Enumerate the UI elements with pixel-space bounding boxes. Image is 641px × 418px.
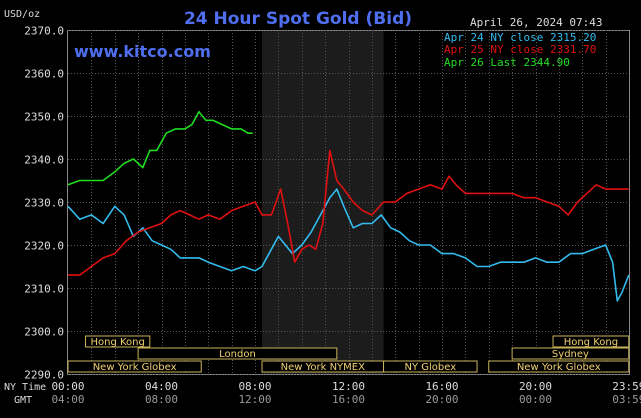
x-tick-ny: 12:00 xyxy=(332,380,365,393)
x-row-label-gmt: GMT xyxy=(14,395,32,406)
y-tick-label: 2340.0 xyxy=(24,154,64,167)
session-label: London xyxy=(219,349,256,360)
x-tick-ny: 16:00 xyxy=(425,380,458,393)
x-tick-gmt: 00:00 xyxy=(519,393,552,406)
x-tick-gmt: 16:00 xyxy=(332,393,365,406)
gridlines xyxy=(68,30,629,375)
session-bar xyxy=(488,360,630,373)
session-label: New York Globex xyxy=(93,362,177,373)
session-label: New York NYMEX xyxy=(281,362,366,373)
session-label: Hong Kong xyxy=(564,337,618,348)
x-tick-gmt: 20:00 xyxy=(425,393,458,406)
x-tick-gmt: 03:59 xyxy=(612,393,641,406)
market-sessions: Hong Kong Hong Kong London Sydney New York G… xyxy=(67,335,630,373)
price-lines xyxy=(67,110,630,302)
session-bar xyxy=(85,335,151,348)
series-line-apr-24 xyxy=(67,188,630,302)
y-tick-label: 2330.0 xyxy=(24,197,64,210)
x-tick-ny: 20:00 xyxy=(519,380,552,393)
legend-apr26: Apr 26 Last 2344.90 xyxy=(444,56,570,69)
session-bar xyxy=(383,360,478,373)
timestamp: April 26, 2024 07:43 xyxy=(470,16,602,29)
legend-apr24: Apr 24 NY close 2315.20 xyxy=(444,31,596,44)
legend-apr25: Apr 25 NY close 2331.70 xyxy=(444,43,596,56)
series-line-apr-25 xyxy=(68,149,629,276)
unit-label: USD/oz xyxy=(4,9,40,20)
x-tick-gmt: 12:00 xyxy=(238,393,271,406)
shaded-nymex-region xyxy=(262,31,384,374)
x-tick-gmt: 08:00 xyxy=(145,393,178,406)
y-tick-label: 2320.0 xyxy=(24,240,64,253)
x-tick-ny: 08:00 xyxy=(238,380,271,393)
x-tick-gmt: 04:00 xyxy=(51,393,84,406)
legend: Apr 24 NY close 2315.20 Apr 25 NY close … xyxy=(444,31,596,69)
y-tick-label: 2360.0 xyxy=(24,68,64,81)
session-bar xyxy=(137,347,338,360)
y-tick-label: 2300.0 xyxy=(24,326,64,339)
session-bar xyxy=(67,360,202,373)
x-tick-ny: 04:00 xyxy=(145,380,178,393)
session-label: NY Globex xyxy=(404,362,456,373)
y-tick-label: 2370.0 xyxy=(24,25,64,38)
kitco-watermark: www.kitco.com xyxy=(74,42,211,61)
session-bar xyxy=(552,335,630,348)
x-tick-ny: 00:00 xyxy=(51,380,84,393)
series-line-apr-26 xyxy=(67,110,253,186)
x-row-label-ny: NY Time xyxy=(4,382,46,393)
session-label: Hong Kong xyxy=(90,337,144,348)
session-label: New York Globex xyxy=(517,362,601,373)
y-tick-label: 2350.0 xyxy=(24,111,64,124)
y-tick-label: 2290.0 xyxy=(24,369,64,382)
session-label: Sydney xyxy=(552,349,589,360)
y-tick-label: 2310.0 xyxy=(24,283,64,296)
x-tick-ny: 23:59 xyxy=(612,380,641,393)
x-axis-ticks: 00:0004:0008:0012:0016:0020:0023:5904:00… xyxy=(51,380,641,406)
y-axis-ticks: 2370.0 2360.0 2350.0 2340.0 2330.0 2320.0 2310… xyxy=(24,25,64,382)
chart-title: 24 Hour Spot Gold (Bid) xyxy=(184,9,412,29)
session-bar xyxy=(511,347,630,360)
